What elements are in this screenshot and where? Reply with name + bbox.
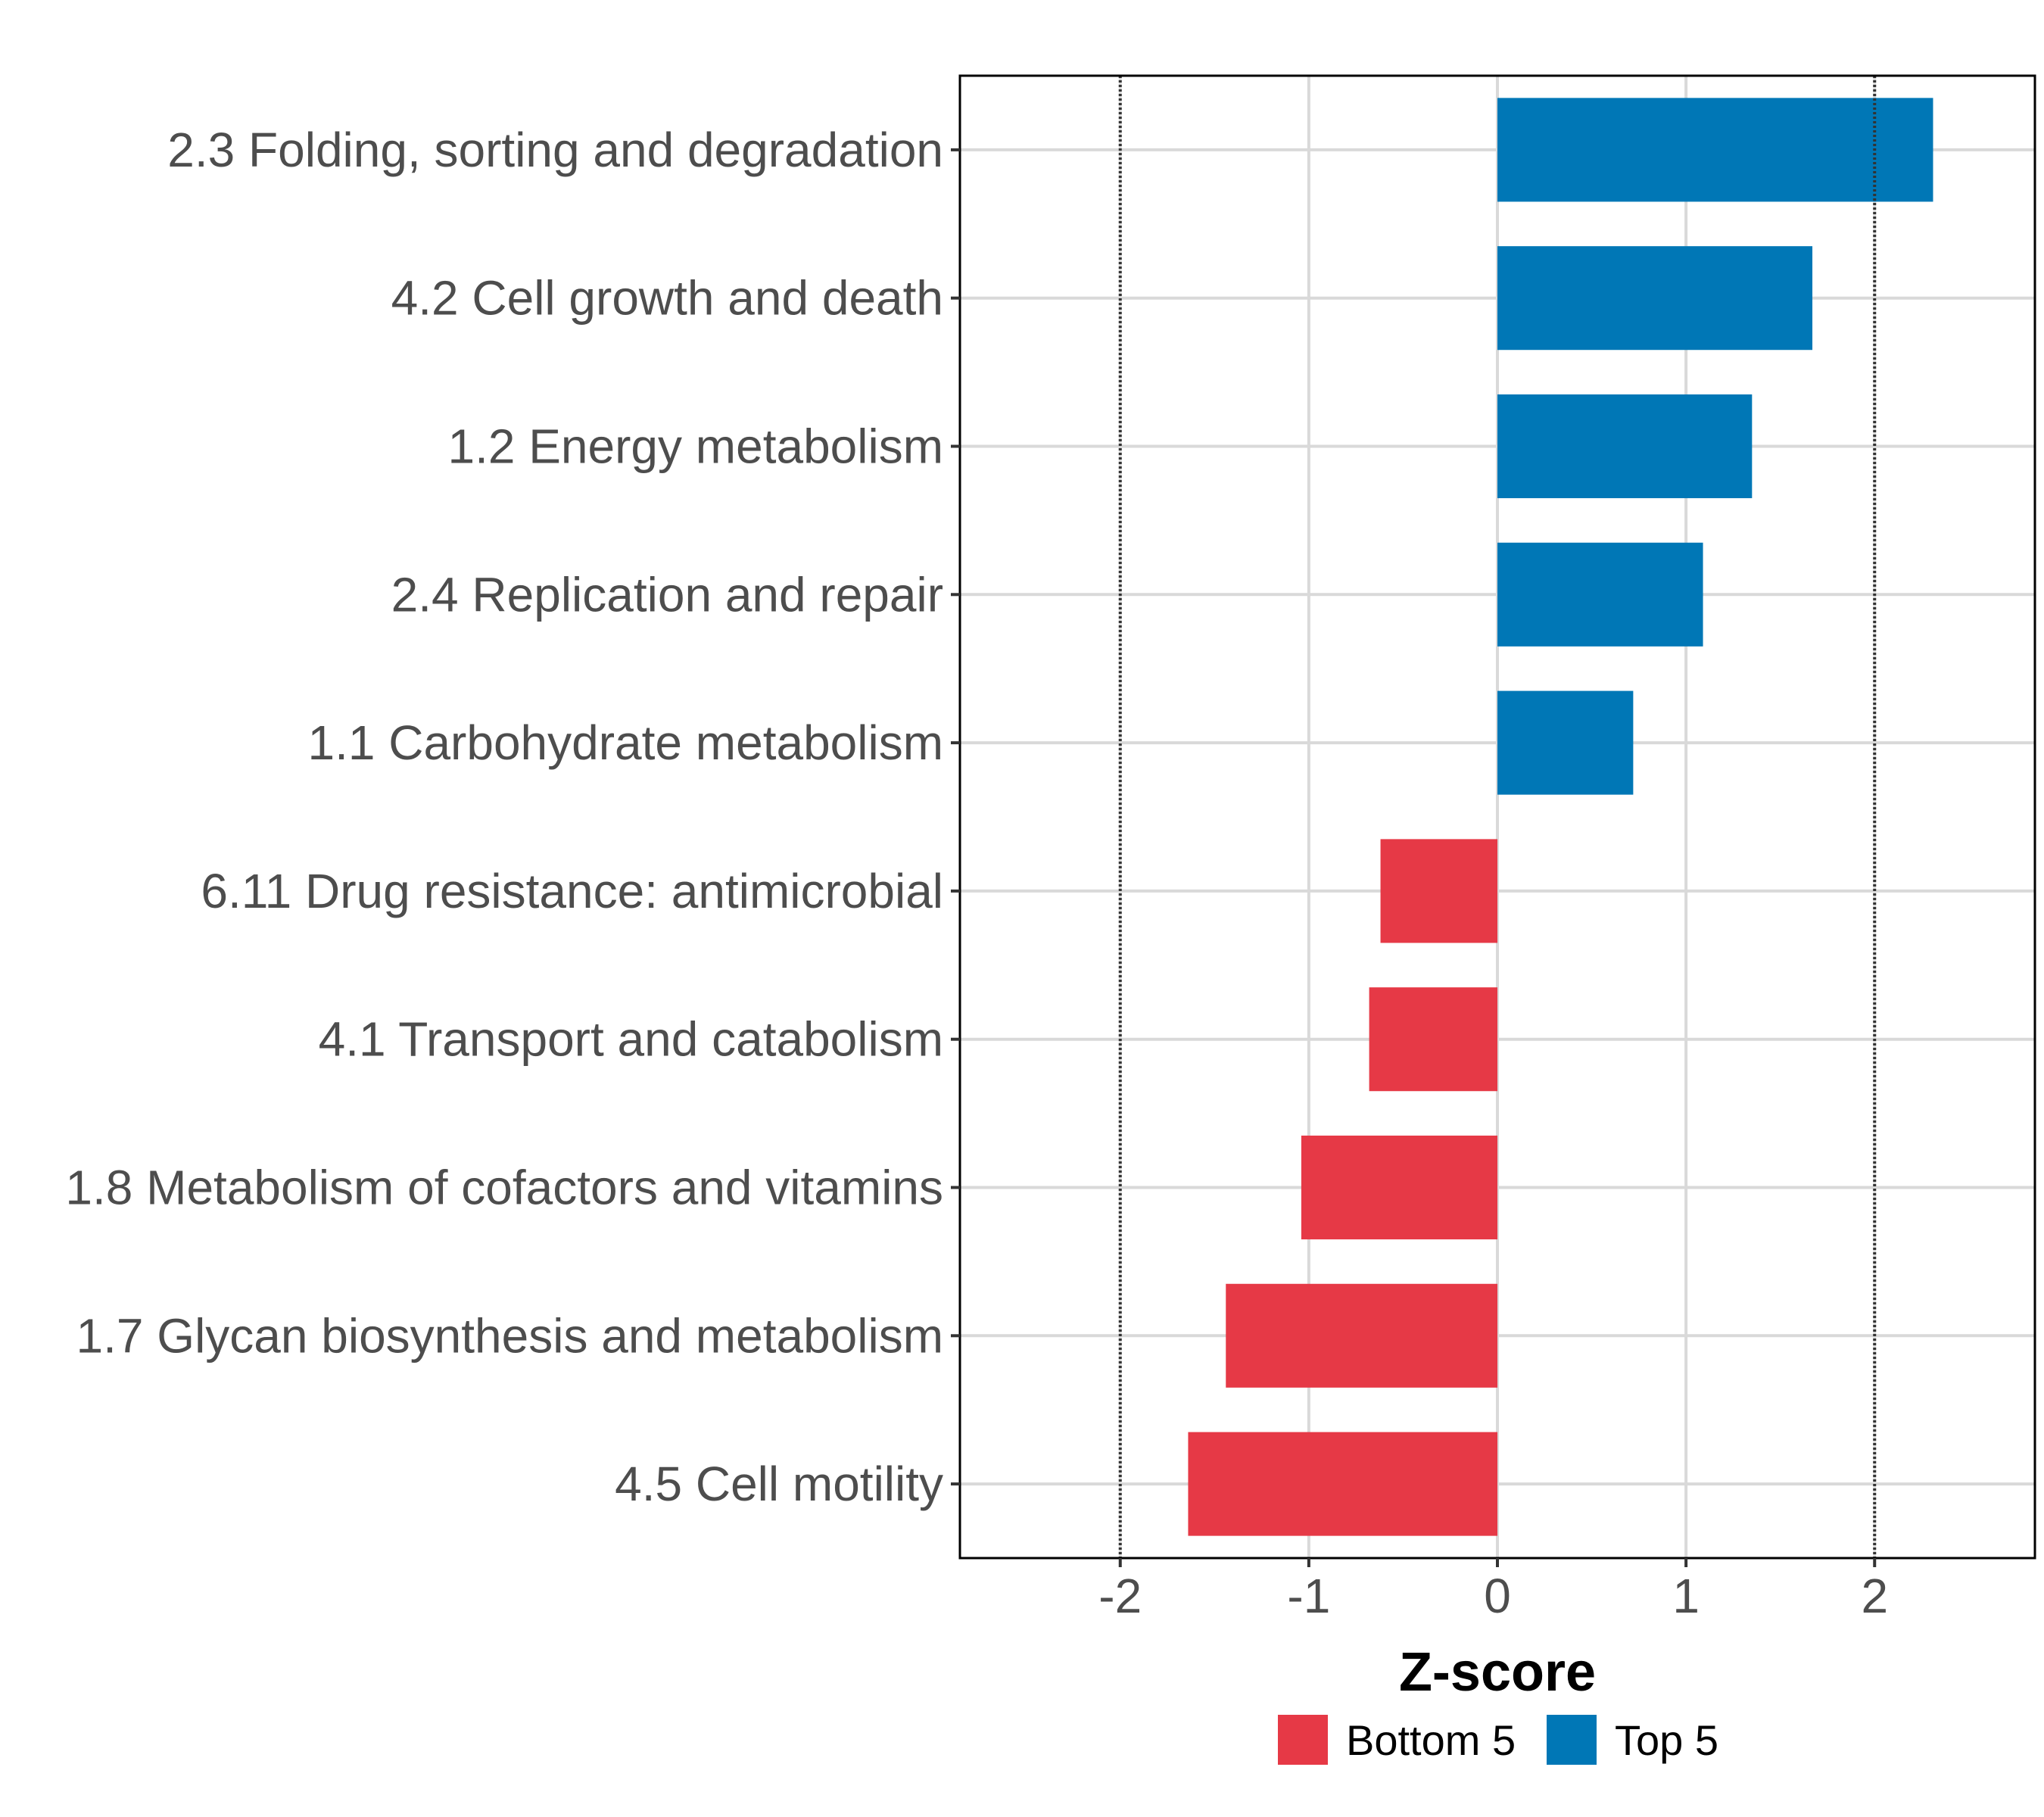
bar <box>1497 690 1634 795</box>
category-label: 1.7 Glycan biosynthesis and metabolism <box>76 1308 943 1363</box>
x-tick-label: 0 <box>1484 1569 1511 1623</box>
bar <box>1301 1135 1497 1240</box>
bar <box>1226 1283 1497 1388</box>
x-tick-label: 1 <box>1672 1569 1700 1623</box>
bar <box>1497 542 1703 647</box>
bar <box>1497 246 1813 351</box>
legend-key <box>1547 1715 1597 1765</box>
x-tick-label: 2 <box>1861 1569 1888 1623</box>
category-label: 4.5 Cell motility <box>615 1457 943 1511</box>
legend-key <box>1278 1715 1328 1765</box>
legend-label: Top 5 <box>1615 1716 1718 1764</box>
bar <box>1497 98 1933 202</box>
category-label: 2.3 Folding, sorting and degradation <box>167 123 943 177</box>
legend: Bottom 5 Top 5 <box>1278 1715 1718 1765</box>
x-tick-label: -2 <box>1098 1569 1142 1623</box>
bar <box>1369 987 1497 1092</box>
reference-lines <box>1118 76 1877 1558</box>
x-tick-label: -1 <box>1287 1569 1330 1623</box>
category-label: 6.11 Drug resistance: antimicrobial <box>201 864 943 918</box>
legend-label: Bottom 5 <box>1346 1716 1516 1764</box>
x-axis: -2 -1 0 1 2 <box>1098 1558 1888 1623</box>
x-axis-title: Z-score <box>1399 1642 1596 1703</box>
category-label: 4.1 Transport and catabolism <box>319 1012 943 1067</box>
bar <box>1497 394 1753 499</box>
category-label: 1.1 Carbohydrate metabolism <box>307 715 943 770</box>
y-axis: 2.3 Folding, sorting and degradation 4.2 … <box>65 123 960 1511</box>
category-label: 4.2 Cell growth and death <box>391 271 943 326</box>
category-label: 2.4 Replication and repair <box>391 567 943 622</box>
category-label: 1.2 Energy metabolism <box>447 419 943 474</box>
category-label: 1.8 Metabolism of cofactors and vitamins <box>65 1161 943 1215</box>
bar <box>1188 1432 1497 1536</box>
bar <box>1380 839 1497 943</box>
bars <box>1188 98 1933 1536</box>
